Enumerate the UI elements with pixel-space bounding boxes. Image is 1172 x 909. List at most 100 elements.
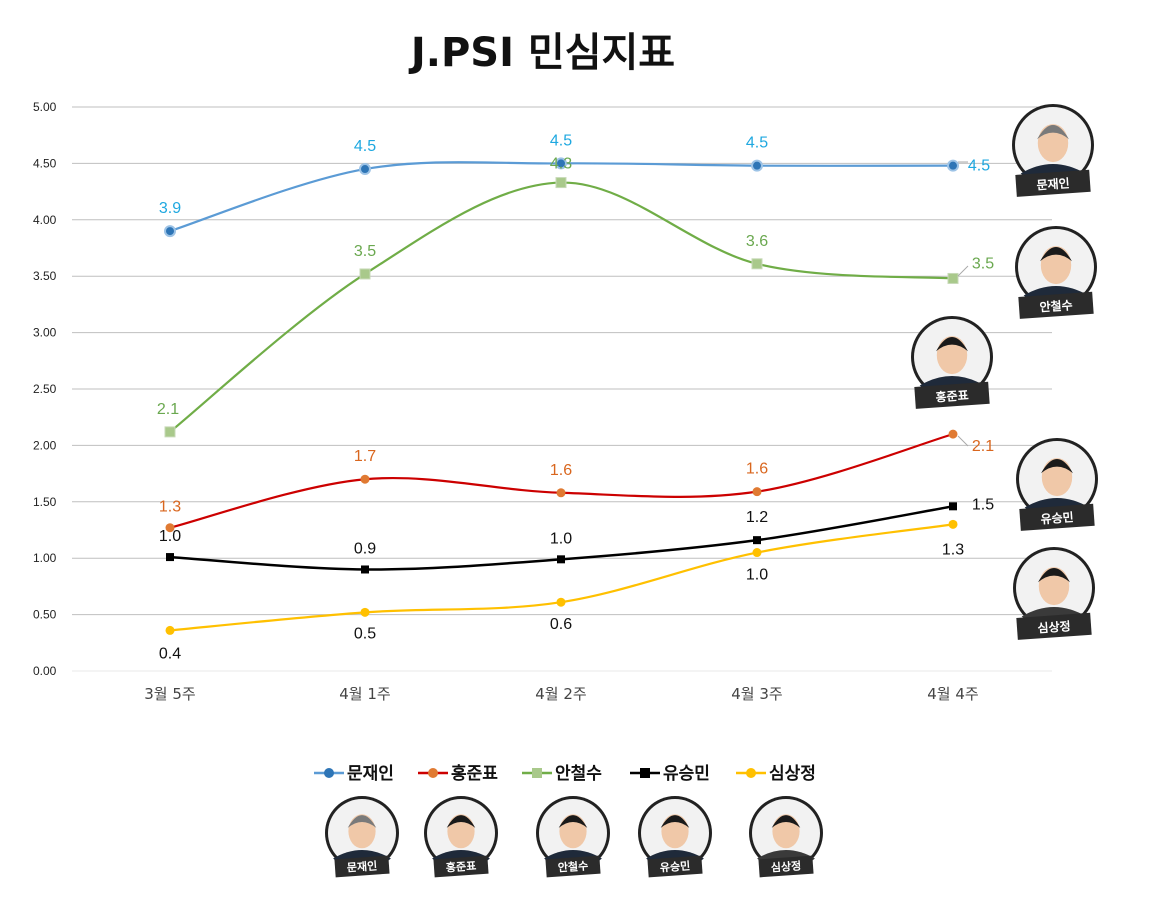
legend-item: 문재인 (314, 764, 394, 784)
leader-line (957, 265, 969, 277)
data-point (164, 225, 176, 238)
data-point (360, 607, 370, 617)
data-label: 0.5 (354, 625, 376, 642)
data-point (166, 553, 174, 562)
data-point (948, 429, 958, 439)
y-tick-label: 0.00 (33, 664, 57, 678)
y-tick-label: 0.50 (33, 608, 57, 622)
data-point (555, 157, 567, 170)
portrait-hair (1040, 247, 1072, 262)
data-point (164, 426, 176, 438)
legend-label: 홍준표 (451, 763, 498, 784)
data-point (752, 487, 762, 497)
name-tag (914, 381, 990, 409)
portrait-hair (1038, 568, 1070, 583)
data-label: 1.2 (746, 509, 768, 526)
candidate-portrait: 홍준표 (911, 316, 993, 409)
y-tick-label: 1.50 (33, 495, 57, 509)
data-point (165, 625, 175, 635)
name-tag (1019, 503, 1095, 531)
data-label: 3.5 (972, 255, 994, 272)
name-tag (758, 855, 814, 878)
y-tick-label: 2.50 (33, 382, 57, 396)
x-tick-label: 3월 5주 (144, 685, 195, 703)
name-tag-label: 문재인 (1036, 175, 1070, 192)
legend-label: 심상정 (769, 764, 816, 784)
data-label: 2.1 (972, 438, 994, 455)
data-point (949, 502, 957, 511)
portrait-hair (1037, 125, 1069, 140)
data-label: 3.6 (746, 233, 768, 250)
candidate-portrait: 유승민 (1016, 438, 1098, 531)
data-point (360, 474, 370, 484)
y-tick-label: 1.00 (33, 551, 57, 565)
leader-line (957, 435, 969, 447)
candidate-avatars-bottom: 문재인 홍준표 안철수 유승민 심상정 (325, 796, 823, 878)
y-tick-label: 5.00 (33, 100, 57, 114)
data-point (165, 523, 175, 533)
candidate-portrait: 유승민 (638, 796, 712, 878)
legend-marker (640, 768, 650, 778)
legend-marker (324, 768, 334, 778)
portrait-hair (936, 337, 968, 352)
name-tag-label: 안철수 (557, 858, 588, 874)
candidate-portrait: 안철수 (536, 796, 610, 878)
data-label: 1.3 (942, 541, 964, 558)
name-tag-label: 유승민 (659, 858, 690, 874)
name-tag-label: 홍준표 (935, 387, 969, 404)
legend-item: 안철수 (522, 764, 602, 784)
data-label: 1.6 (550, 462, 572, 479)
data-label: 4.5 (746, 135, 768, 152)
data-label: 4.5 (550, 132, 572, 149)
data-label: 1.3 (159, 499, 181, 516)
y-tick-label: 4.00 (33, 213, 57, 227)
name-tag-label: 안철수 (1039, 297, 1073, 314)
legend-label: 유승민 (663, 764, 710, 784)
data-label: 1.0 (159, 528, 181, 545)
data-point (751, 258, 763, 270)
name-tag (1015, 169, 1091, 197)
data-point (948, 519, 958, 529)
chart-title: J.PSI 민심지표 (408, 30, 675, 76)
name-tag (545, 855, 601, 878)
legend-marker (746, 768, 756, 778)
data-label: 1.6 (746, 461, 768, 478)
data-point (361, 565, 369, 574)
data-label: 1.0 (746, 567, 768, 584)
legend-item: 심상정 (736, 764, 816, 784)
legend-marker (532, 768, 542, 778)
legend-item: 홍준표 (418, 763, 498, 784)
data-label: 1.7 (354, 448, 376, 465)
data-label: 3.9 (159, 200, 181, 217)
grid-lines (72, 106, 1052, 672)
data-label: 2.1 (157, 401, 179, 418)
data-label: 3.5 (354, 243, 376, 260)
x-tick-label: 4월 3주 (731, 685, 782, 703)
series-markers (164, 157, 959, 635)
candidate-portrait: 안철수 (1015, 226, 1097, 319)
legend-label: 안철수 (555, 764, 602, 784)
name-tag (433, 855, 489, 878)
portrait-hair (446, 815, 476, 828)
name-tag (334, 855, 390, 878)
y-tick-label: 3.50 (33, 269, 57, 283)
data-label: 0.6 (550, 616, 572, 633)
data-label: 0.4 (159, 645, 181, 662)
portrait-hair (347, 815, 377, 828)
name-tag (1018, 291, 1094, 319)
data-label: 0.9 (354, 540, 376, 557)
data-label: 4.3 (550, 156, 572, 173)
portrait-hair (1041, 459, 1073, 474)
candidate-portrait: 심상정 (749, 796, 823, 878)
legend-marker (428, 768, 438, 778)
data-point (557, 555, 565, 564)
name-tag (647, 855, 703, 878)
x-axis: 3월 5주 4월 1주 4월 2주 4월 3주 4월 4주 (144, 685, 978, 703)
data-label: 4.5 (354, 138, 376, 155)
data-point (752, 548, 762, 558)
data-label: 4.5 (968, 158, 990, 175)
candidate-portrait: 문재인 (325, 796, 399, 878)
data-point (556, 597, 566, 607)
